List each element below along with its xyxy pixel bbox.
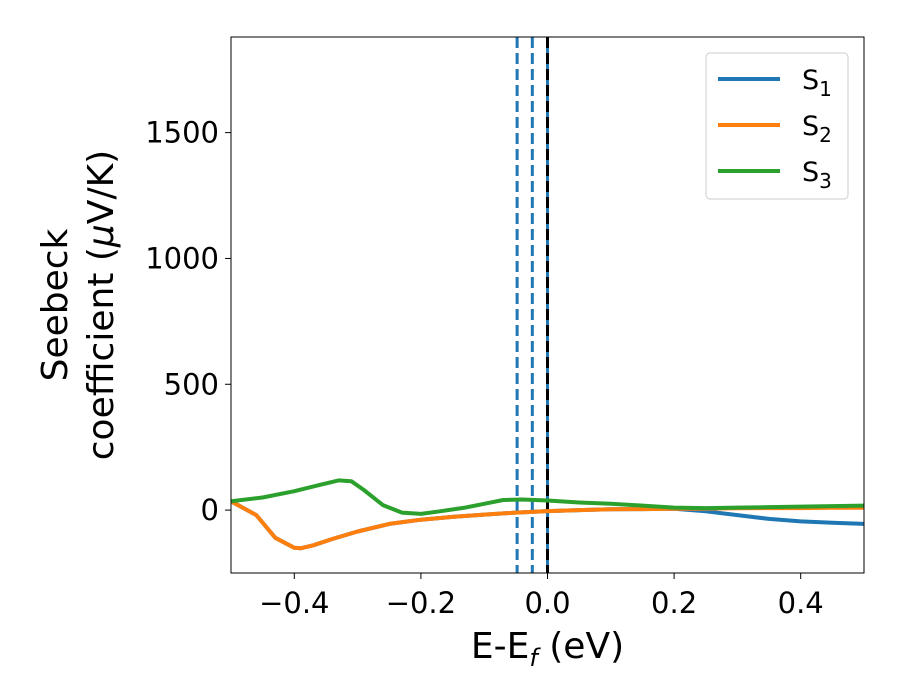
series-line-s3 <box>231 478 864 516</box>
y-tick-label: 500 <box>164 367 219 401</box>
x-tick-label: 0.4 <box>778 586 824 620</box>
y-tick-label: 1500 <box>145 116 219 150</box>
y-tick-label: 0 <box>201 493 219 527</box>
legend-label-s1: S1 <box>802 65 832 101</box>
legend-label-s2: S2 <box>802 111 832 147</box>
y-axis-label-line2: coefficient (μV/K) <box>81 150 122 460</box>
y-axis-label-line1: Seebeck <box>35 228 76 381</box>
x-tick-label: −0.2 <box>386 586 456 620</box>
legend-label-s3: S3 <box>802 157 832 193</box>
y-tick-label: 1000 <box>145 241 219 275</box>
x-tick-label: 0.0 <box>524 586 570 620</box>
x-tick-label: −0.4 <box>259 586 329 620</box>
x-tick-label: 0.2 <box>651 586 697 620</box>
legend: S1 S2 S3 <box>705 52 849 200</box>
x-axis-label: E-Ef (eV) <box>471 626 624 672</box>
